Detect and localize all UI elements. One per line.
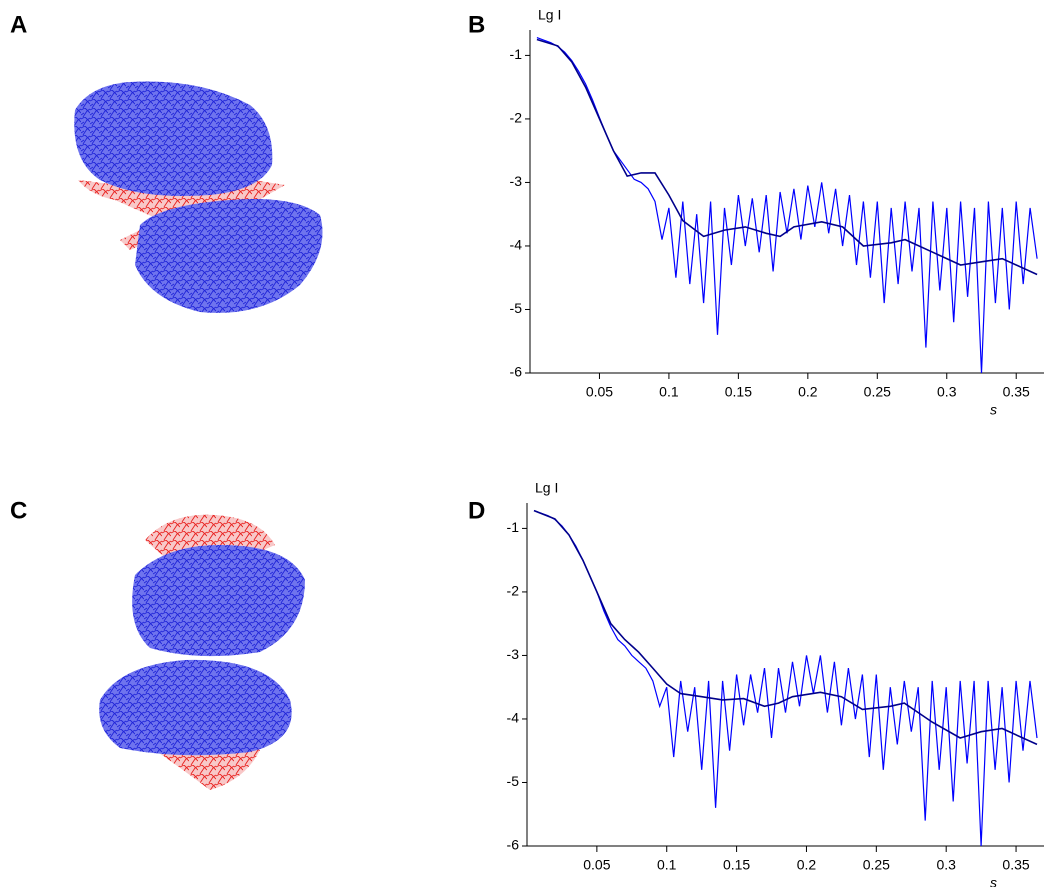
y-tick-label: -2 — [507, 583, 520, 599]
x-tick-label: 0.2 — [798, 384, 818, 400]
x-axis-label: s — [990, 875, 997, 887]
y-tick-label: -5 — [507, 773, 520, 789]
data-line — [533, 509, 1038, 746]
x-tick-label: 0.3 — [937, 384, 957, 400]
data-line — [536, 38, 1038, 276]
x-tick-label: 0.3 — [936, 857, 956, 873]
y-tick-label: -1 — [507, 519, 520, 535]
x-tick-label: 0.1 — [659, 384, 679, 400]
x-tick-label: 0.1 — [657, 857, 677, 873]
panel-label: D — [468, 497, 485, 524]
y-axis-label: Lg I — [538, 7, 561, 23]
x-tick-label: 0.15 — [723, 857, 750, 873]
molecule-c — [99, 514, 305, 790]
x-axis-label: s — [990, 402, 997, 418]
x-tick-label: 0.25 — [864, 384, 891, 400]
y-tick-label: -6 — [510, 364, 523, 380]
x-tick-label: 0.35 — [1003, 384, 1030, 400]
x-tick-label: 0.05 — [586, 384, 613, 400]
data-line — [536, 37, 1038, 374]
x-tick-label: 0.25 — [863, 857, 890, 873]
x-tick-label: 0.15 — [725, 384, 752, 400]
y-axis-label: Lg I — [535, 480, 558, 496]
x-tick-label: 0.2 — [797, 857, 817, 873]
panel-label: A — [10, 11, 27, 38]
y-tick-label: -2 — [510, 110, 523, 126]
y-tick-label: -4 — [507, 710, 520, 726]
x-tick-label: 0.35 — [1002, 857, 1029, 873]
panel-label: C — [10, 497, 27, 524]
molecule-a — [74, 81, 323, 313]
y-tick-label: -3 — [507, 646, 520, 662]
panel-label: B — [468, 11, 485, 38]
y-tick-label: -1 — [510, 46, 523, 62]
y-tick-label: -3 — [510, 173, 523, 189]
x-tick-label: 0.05 — [583, 857, 610, 873]
y-tick-label: -4 — [510, 237, 523, 253]
data-line — [533, 510, 1038, 847]
y-tick-label: -6 — [507, 837, 520, 853]
y-tick-label: -5 — [510, 300, 523, 316]
